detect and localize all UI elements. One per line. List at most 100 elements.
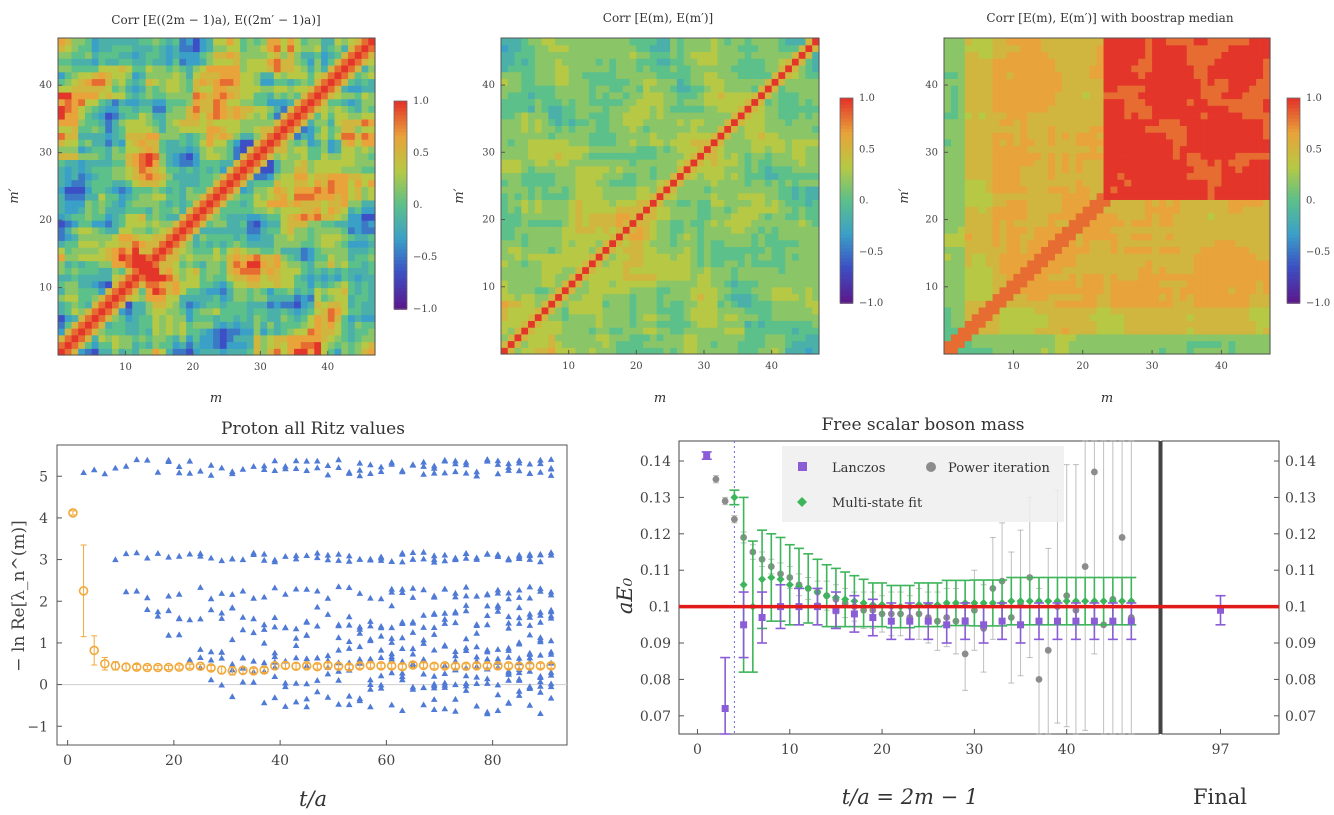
heatmap-cell (805, 286, 813, 295)
heatmap-cell (555, 185, 563, 194)
heatmap-cell (341, 321, 349, 329)
heatmap-cell (622, 259, 631, 268)
heatmap-cell (575, 132, 583, 140)
heatmap-cell (111, 274, 120, 282)
heatmap-cell (812, 138, 820, 147)
heatmap-cell (294, 328, 302, 336)
heatmap-cell (1096, 347, 1105, 355)
heatmap-cell (233, 240, 241, 248)
heatmap-cell (737, 85, 746, 93)
heatmap-cell (294, 294, 302, 302)
heatmap-cell (764, 172, 773, 180)
heatmap-cell (751, 286, 759, 295)
heatmap-cell (724, 246, 732, 254)
heatmap-cell (132, 213, 140, 221)
heatmap-cell (78, 193, 86, 201)
heatmap-cell (1214, 347, 1223, 355)
heatmap-cell (132, 105, 140, 113)
heatmap-cell (717, 138, 725, 147)
heatmap-cell (327, 179, 336, 187)
heatmap-cell (791, 199, 800, 207)
heatmap-cell (159, 220, 167, 228)
heatmap-cell (521, 152, 529, 160)
heatmap-cell (778, 280, 786, 288)
heatmap-cell (561, 91, 570, 100)
heatmap-cell (710, 300, 719, 308)
heatmap-cell (568, 246, 577, 254)
heatmap-cell (354, 98, 363, 107)
heatmap-cell (334, 220, 342, 228)
heatmap-cell (253, 186, 261, 194)
heatmap-cell (582, 232, 590, 241)
heatmap-cell (138, 98, 147, 107)
heatmap-cell (663, 259, 671, 268)
colorbar-segment (394, 232, 407, 237)
heatmap-cell (501, 111, 509, 120)
colorbar-segment (394, 253, 407, 258)
heatmap-cell (111, 193, 120, 201)
heatmap-cell (724, 266, 732, 274)
heatmap-cell (125, 186, 133, 194)
heatmap-cell (199, 186, 207, 194)
heatmap-cell (507, 347, 516, 355)
heatmap-cell (1020, 300, 1028, 308)
heatmap-cell (656, 85, 664, 93)
heatmap-cell (307, 267, 315, 275)
heatmap-cell (111, 58, 120, 66)
heatmap-cell (334, 152, 342, 160)
heatmap-cell (348, 260, 356, 268)
heatmap-cell (58, 240, 66, 248)
heatmap-cell (595, 159, 604, 167)
heatmap-cell (246, 253, 255, 262)
heatmap-cell (791, 333, 800, 342)
heatmap-cell (1041, 333, 1049, 342)
colorbar-segment (394, 305, 407, 310)
heatmap-cell (1082, 347, 1091, 355)
heatmap-cell (616, 219, 624, 227)
heatmap-cell (656, 185, 664, 194)
heatmap-cell (507, 259, 516, 268)
heatmap-cell (240, 334, 248, 343)
heatmap-cell (64, 78, 73, 86)
heatmap-cell (287, 44, 295, 53)
heatmap-cell (206, 172, 214, 181)
heatmap-cell (273, 280, 282, 289)
heatmap-cell (561, 118, 570, 126)
heatmap-cell (280, 287, 288, 295)
heatmap-cell (575, 239, 583, 248)
heatmap-cell (1263, 313, 1271, 321)
heatmap-cell (798, 347, 807, 355)
heatmap-cell (764, 71, 773, 79)
heatmap-cell (541, 327, 549, 335)
heatmap-cell (521, 118, 529, 126)
heatmap-cell (233, 91, 241, 100)
heatmap-cell (616, 159, 624, 167)
heatmap-cell (321, 38, 329, 46)
heatmap-cell (105, 341, 113, 349)
heatmap-cell (697, 212, 705, 221)
heatmap-cell (165, 44, 174, 53)
heatmap-cell (582, 152, 590, 160)
heatmap-cell (287, 78, 295, 86)
heatmap-cell (246, 105, 255, 113)
colorbar-segment (840, 262, 853, 267)
heatmap-cell (588, 85, 597, 93)
heatmap-cell (670, 192, 678, 200)
heatmap-cell (670, 266, 678, 274)
heatmap-cell (321, 172, 329, 181)
heatmap-cell (1186, 300, 1195, 308)
heatmap-cell (507, 192, 516, 200)
heatmap-cell (1138, 300, 1146, 308)
heatmap-cell (132, 226, 140, 235)
heatmap-cell (663, 118, 671, 126)
heatmap-cell (98, 260, 106, 268)
heatmap-cell (165, 71, 174, 80)
heatmap-cell (179, 240, 187, 248)
heatmap-cell (798, 98, 807, 106)
heatmap-cell (145, 294, 154, 302)
heatmap-cell (179, 166, 187, 174)
colorbar-segment (394, 198, 407, 203)
heatmap-cell (186, 145, 194, 154)
heatmap-cell (213, 44, 221, 53)
heatmap-cell (805, 118, 813, 126)
